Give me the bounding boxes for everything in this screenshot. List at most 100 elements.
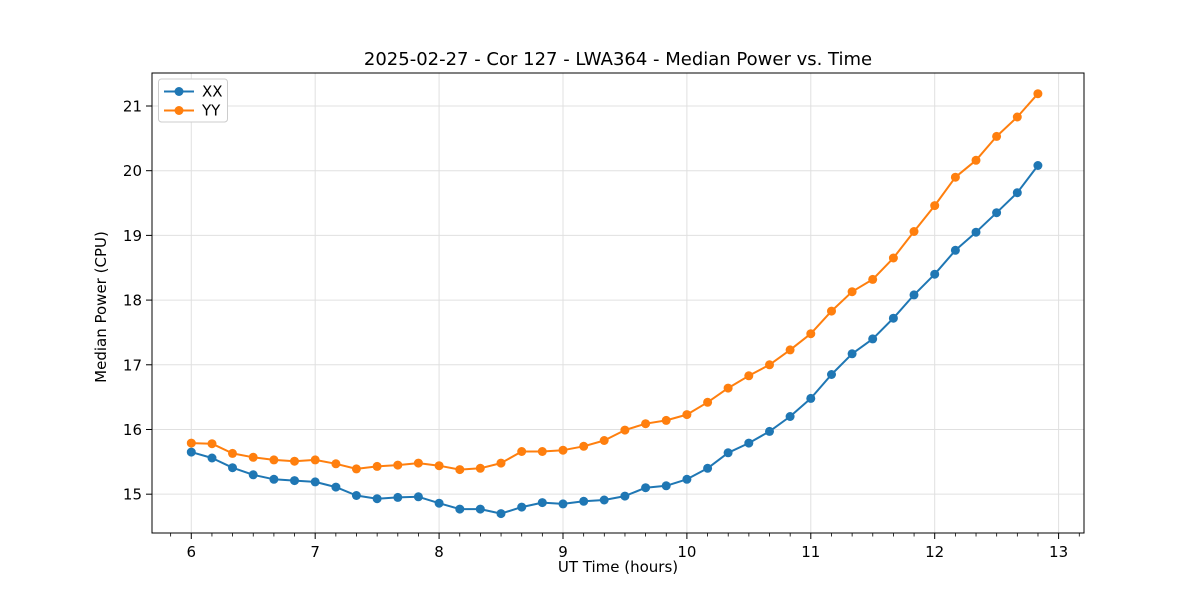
data-point-xx	[517, 502, 527, 512]
data-series-layer	[186, 89, 1043, 519]
data-point-xx	[372, 494, 382, 504]
data-point-xx	[806, 393, 816, 403]
data-point-yy	[228, 448, 237, 458]
data-point-yy	[682, 410, 692, 420]
data-point-xx	[558, 499, 568, 509]
data-point-yy	[888, 253, 898, 263]
data-point-yy	[248, 452, 258, 462]
data-point-yy	[744, 371, 754, 381]
data-point-xx	[475, 504, 485, 514]
y-tick-label: 15	[123, 486, 142, 504]
x-tick-label: 7	[310, 543, 320, 561]
data-point-yy	[434, 461, 444, 471]
data-point-xx	[703, 463, 713, 473]
data-point-xx	[496, 509, 506, 519]
data-point-xx	[1012, 188, 1022, 198]
series-line-yy	[191, 93, 1039, 471]
data-point-yy	[331, 459, 341, 469]
data-point-yy	[455, 465, 465, 475]
data-point-yy	[310, 455, 320, 465]
x-tick-label: 12	[925, 543, 944, 561]
data-point-xx	[434, 498, 444, 508]
data-point-xx	[661, 481, 671, 491]
data-point-yy	[579, 441, 589, 451]
data-point-yy	[1012, 112, 1022, 122]
x-tick-label: 9	[558, 543, 568, 561]
data-point-xx	[971, 227, 981, 237]
axis-ticks	[146, 105, 1080, 539]
data-point-xx	[950, 245, 960, 255]
data-point-yy	[868, 274, 878, 284]
data-point-xx	[248, 470, 258, 480]
data-point-yy	[723, 383, 733, 393]
legend: XX YY	[158, 78, 228, 123]
data-point-xx	[290, 476, 299, 486]
data-point-yy	[765, 360, 774, 370]
chart-title: 2025-02-27 - Cor 127 - LWA364 - Median P…	[364, 49, 872, 70]
data-point-xx	[331, 482, 341, 492]
data-point-yy	[641, 419, 651, 429]
legend-label-xx: XX	[202, 83, 223, 101]
x-tick-label: 8	[434, 543, 444, 561]
data-point-xx	[1033, 161, 1043, 170]
data-point-xx	[992, 208, 1002, 218]
x-tick-label: 6	[187, 543, 197, 561]
legend-marker-xx	[174, 87, 184, 96]
data-point-xx	[682, 474, 692, 484]
data-point-yy	[827, 306, 836, 316]
data-point-yy	[393, 460, 403, 470]
y-tick-label: 18	[123, 292, 142, 310]
y-axis-label: Median Power (CPU)	[92, 231, 110, 383]
x-axis-label: UT Time (hours)	[558, 558, 678, 576]
x-tick-label: 11	[801, 543, 820, 561]
data-point-xx	[537, 498, 547, 508]
data-point-yy	[703, 397, 713, 407]
y-tick-label: 17	[123, 356, 142, 374]
data-point-yy	[517, 447, 527, 456]
data-point-yy	[413, 458, 423, 468]
data-point-xx	[847, 349, 857, 359]
data-point-xx	[827, 370, 836, 379]
data-point-xx	[909, 290, 919, 300]
data-point-xx	[868, 334, 878, 344]
data-point-xx	[744, 438, 754, 448]
data-point-xx	[599, 495, 609, 505]
data-point-yy	[847, 287, 857, 297]
data-point-xx	[207, 453, 217, 463]
legend-marker-yy	[174, 106, 184, 115]
y-tick-label: 19	[123, 227, 142, 245]
data-point-xx	[620, 491, 630, 501]
data-point-xx	[765, 426, 774, 436]
data-point-yy	[558, 445, 568, 455]
data-point-yy	[785, 345, 795, 355]
y-tick-label: 16	[123, 421, 142, 439]
data-point-yy	[950, 172, 960, 182]
data-point-yy	[620, 425, 630, 435]
x-tick-label: 13	[1049, 543, 1068, 561]
data-point-yy	[930, 201, 940, 211]
data-point-xx	[579, 496, 589, 506]
data-point-yy	[599, 436, 609, 445]
data-point-xx	[930, 269, 940, 279]
plot-border	[151, 72, 1085, 534]
data-point-yy	[475, 463, 485, 473]
data-point-yy	[269, 455, 279, 465]
data-point-yy	[207, 439, 217, 449]
data-point-xx	[413, 492, 423, 502]
x-tick-label: 10	[677, 543, 696, 561]
data-point-yy	[661, 415, 671, 425]
data-point-yy	[909, 227, 919, 236]
data-point-yy	[992, 131, 1002, 141]
data-point-xx	[455, 504, 465, 514]
data-point-xx	[186, 447, 196, 457]
data-point-yy	[537, 447, 547, 456]
data-point-xx	[888, 313, 898, 323]
data-point-yy	[1033, 89, 1043, 99]
y-tick-label: 21	[123, 97, 142, 115]
gridlines	[152, 73, 1084, 533]
data-point-yy	[806, 329, 816, 339]
data-point-xx	[641, 483, 651, 493]
data-point-yy	[971, 155, 981, 165]
